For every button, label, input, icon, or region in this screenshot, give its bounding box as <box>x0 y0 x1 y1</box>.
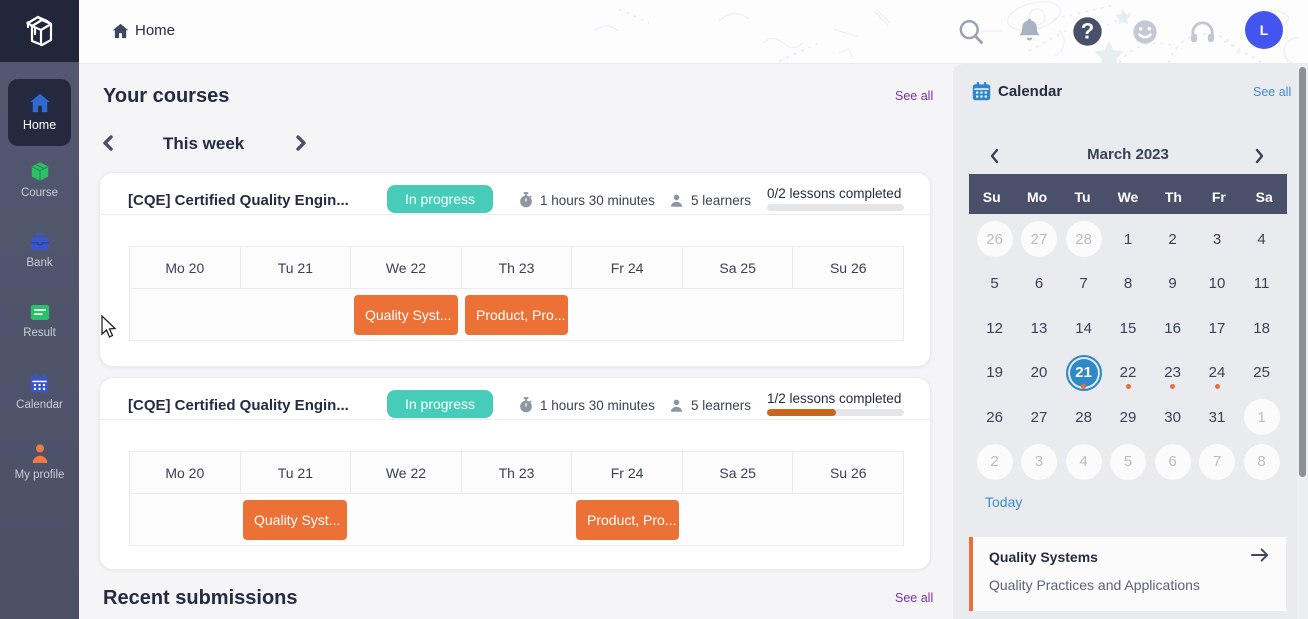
svg-text:?: ? <box>1081 19 1094 44</box>
